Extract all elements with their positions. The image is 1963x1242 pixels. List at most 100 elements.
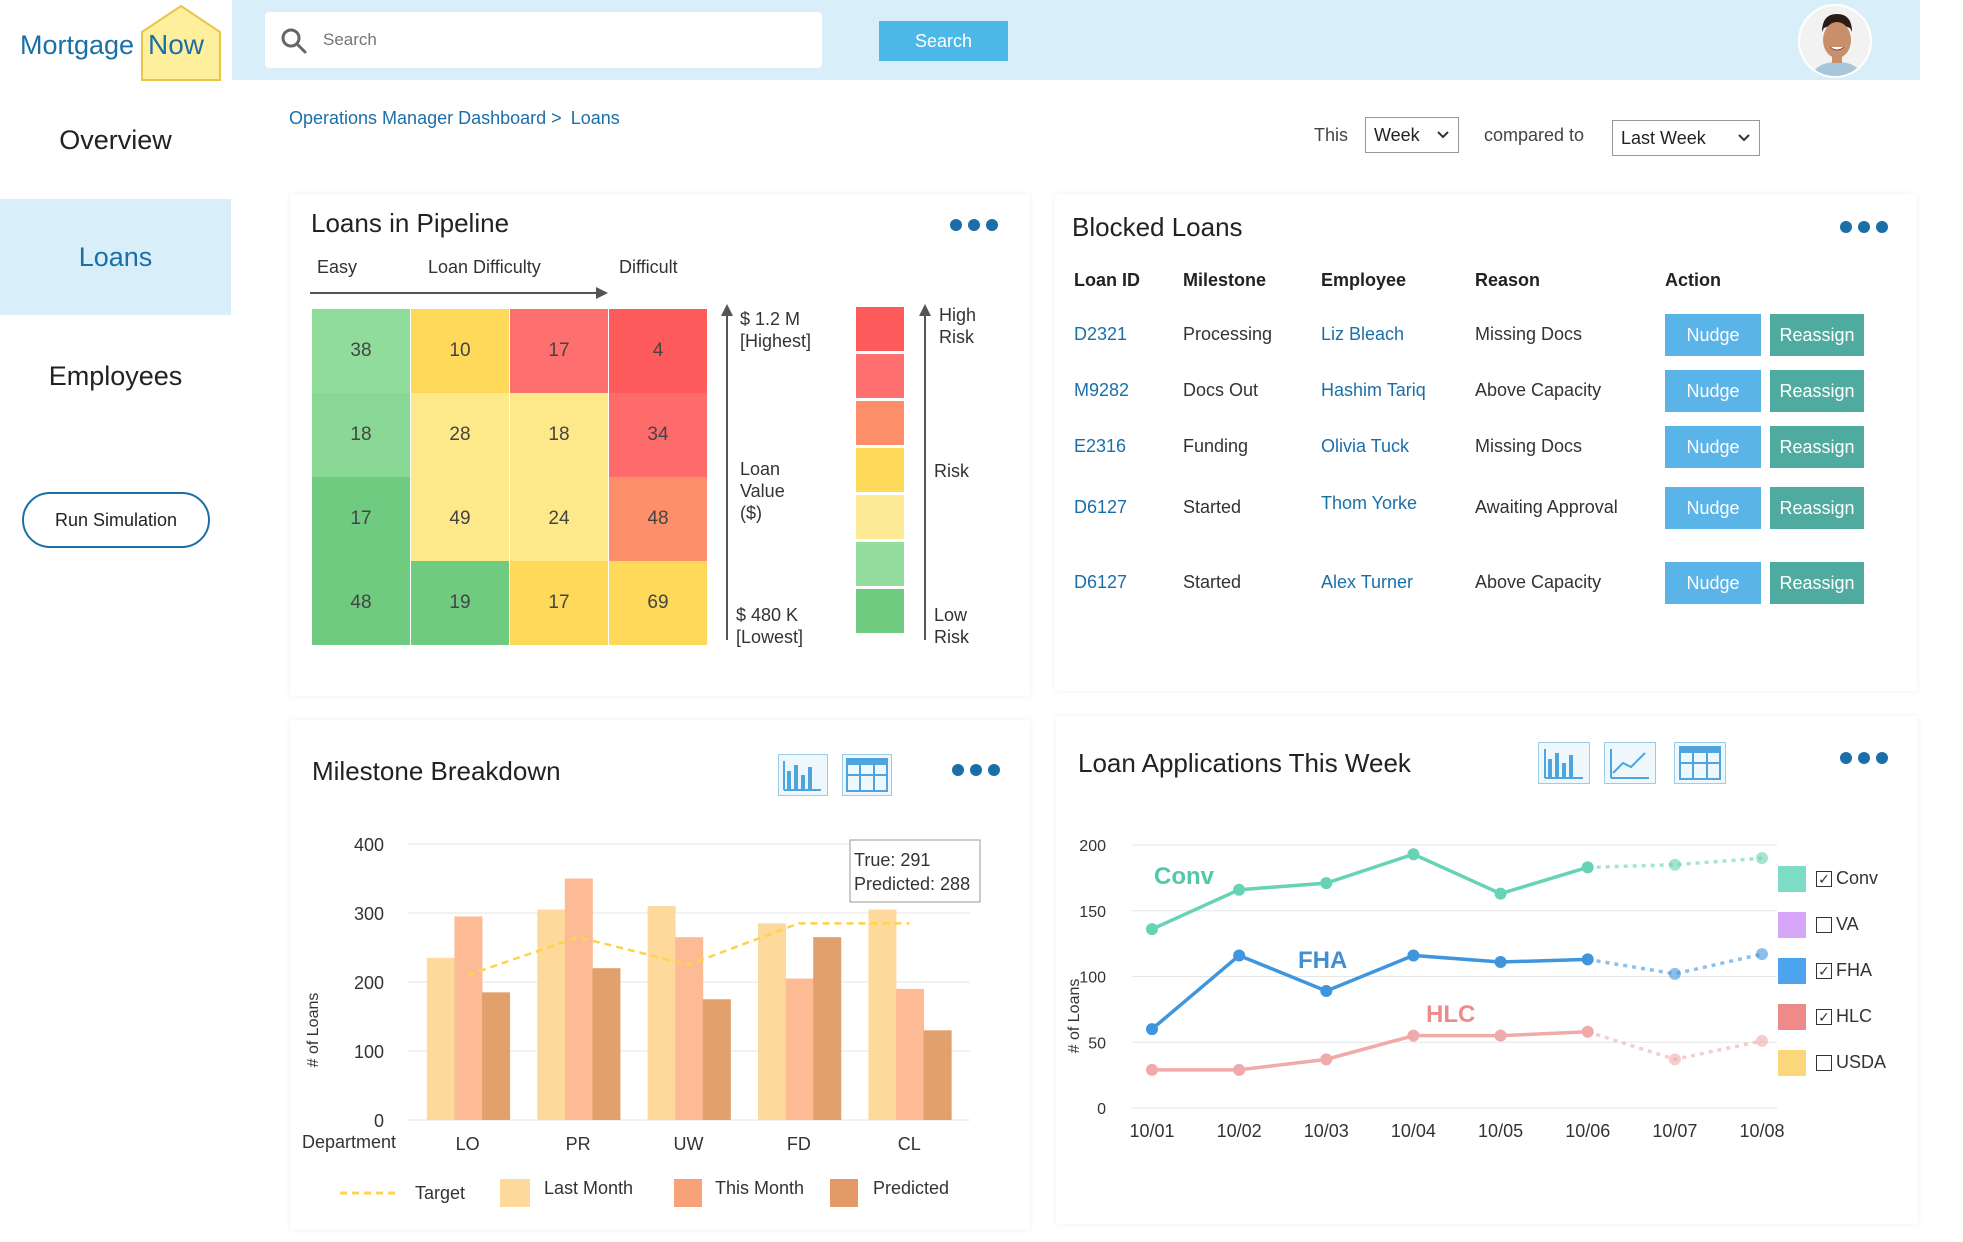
nudge-button[interactable]: Nudge xyxy=(1665,562,1761,604)
employee-link[interactable]: Alex Turner xyxy=(1321,572,1414,592)
bar-this-month xyxy=(564,878,593,1120)
milestone-cell: Processing xyxy=(1183,324,1273,344)
employee-link[interactable]: Hashim Tariq xyxy=(1321,380,1426,400)
heatmap-cell[interactable]: 17 xyxy=(312,477,410,561)
x-tick-label: 10/03 xyxy=(1304,1121,1349,1141)
legend-checkbox[interactable]: ✓ xyxy=(1816,871,1832,887)
period-select[interactable]: Week xyxy=(1365,117,1459,153)
bar-chart-view-button[interactable] xyxy=(778,754,828,796)
risk-high-line1: High xyxy=(939,305,977,325)
y-tick-label: 0 xyxy=(374,1111,384,1131)
x-tick-label: 10/07 xyxy=(1652,1121,1697,1141)
loan-id-link[interactable]: D2321 xyxy=(1074,324,1128,344)
period-select-value: Week xyxy=(1374,124,1420,145)
sidebar-item-employees[interactable]: Employees xyxy=(0,318,231,434)
legend-checkbox[interactable]: ✓ xyxy=(1816,963,1832,979)
nudge-button[interactable]: Nudge xyxy=(1665,426,1761,468)
loan-id-link[interactable]: E2316 xyxy=(1074,436,1127,456)
fha-forecast-line xyxy=(1587,952,1763,976)
legend-last-month-swatch xyxy=(500,1179,530,1207)
column-header: Loan ID xyxy=(1074,270,1140,290)
hlc-series-label: HLC xyxy=(1426,1001,1475,1028)
heatmap-cell[interactable]: 34 xyxy=(609,393,707,477)
run-simulation-button[interactable]: Run Simulation xyxy=(22,492,210,548)
hlc-point xyxy=(1407,1029,1420,1042)
table-view-button[interactable] xyxy=(842,754,892,796)
table-view-button[interactable] xyxy=(1674,742,1726,784)
hlc-point xyxy=(1320,1053,1333,1066)
heatmap-cell[interactable]: 48 xyxy=(609,477,707,561)
conv-forecast-line xyxy=(1587,856,1763,870)
hlc-point xyxy=(1756,1034,1768,1047)
y-tick-label: 400 xyxy=(354,835,384,855)
reassign-button[interactable]: Reassign xyxy=(1770,426,1864,468)
sidebar: Mortgage Now Overview Loans Employees Ru… xyxy=(0,0,231,1172)
heatmap-cell[interactable]: 69 xyxy=(609,561,707,645)
employee-link[interactable]: Thom Yorke xyxy=(1321,493,1418,513)
search-box[interactable] xyxy=(265,12,822,68)
tooltip-true-value: True: 291 xyxy=(854,850,930,870)
legend-checkbox[interactable] xyxy=(1816,917,1832,933)
hlc-point xyxy=(1146,1063,1158,1076)
hlc-line xyxy=(1152,1029,1588,1072)
heatmap-cell[interactable]: 4 xyxy=(609,309,707,393)
bar-this-month xyxy=(785,978,814,1120)
employee-link[interactable]: Olivia Tuck xyxy=(1321,436,1410,456)
x-tick-label: FD xyxy=(787,1134,811,1154)
reason-cell: Above Capacity xyxy=(1475,572,1602,592)
milestone-title: Milestone Breakdown xyxy=(312,756,561,786)
fha-point xyxy=(1668,967,1681,980)
legend-swatch xyxy=(1778,958,1806,984)
reassign-button[interactable]: Reassign xyxy=(1770,487,1864,529)
value-high-note: [Highest] xyxy=(740,331,812,351)
heatmap-cell[interactable]: 18 xyxy=(510,393,608,477)
brand-logo[interactable]: Mortgage Now xyxy=(20,4,221,81)
nudge-button[interactable]: Nudge xyxy=(1665,370,1761,412)
heatmap-cell[interactable]: 38 xyxy=(312,309,410,393)
employee-link[interactable]: Liz Bleach xyxy=(1321,324,1405,344)
heatmap-cell[interactable]: 18 xyxy=(312,393,410,477)
y-axis-label: # of Loans xyxy=(305,993,322,1068)
legend-predicted-label: Predicted xyxy=(873,1178,949,1198)
nudge-button[interactable]: Nudge xyxy=(1665,487,1761,529)
nudge-button[interactable]: Nudge xyxy=(1665,314,1761,356)
heatmap-cell[interactable]: 17 xyxy=(510,561,608,645)
sidebar-item-overview[interactable]: Overview xyxy=(0,82,231,198)
search-input[interactable] xyxy=(323,26,803,54)
line-chart-view-button[interactable] xyxy=(1604,742,1656,784)
avatar[interactable] xyxy=(1798,4,1872,78)
heatmap-cell[interactable]: 28 xyxy=(411,393,509,477)
sidebar-item-loans[interactable]: Loans xyxy=(0,199,231,315)
heatmap-cell[interactable]: 48 xyxy=(312,561,410,645)
heatmap-cell[interactable]: 10 xyxy=(411,309,509,393)
tooltip-box xyxy=(849,839,981,903)
more-options-icon[interactable] xyxy=(950,219,998,231)
risk-scale-swatch xyxy=(856,401,904,445)
reassign-button[interactable]: Reassign xyxy=(1770,562,1864,604)
legend-checkbox[interactable] xyxy=(1816,1055,1832,1071)
search-button[interactable]: Search xyxy=(879,21,1008,61)
heatmap-cell[interactable]: 17 xyxy=(510,309,608,393)
breadcrumb-parent-link[interactable]: Operations Manager Dashboard > xyxy=(289,108,562,128)
reassign-button[interactable]: Reassign xyxy=(1770,314,1864,356)
loan-id-link[interactable]: D6127 xyxy=(1074,497,1128,517)
bar-predicted xyxy=(482,992,511,1120)
loan-id-link[interactable]: D6127 xyxy=(1074,572,1128,592)
heatmap-cell[interactable]: 24 xyxy=(510,477,608,561)
bar-chart-view-button[interactable] xyxy=(1538,742,1590,784)
value-title-line3: ($) xyxy=(740,503,762,523)
more-options-icon[interactable] xyxy=(1840,752,1888,764)
reassign-button[interactable]: Reassign xyxy=(1770,370,1864,412)
breadcrumb-current[interactable]: Loans xyxy=(570,108,620,128)
compare-select[interactable]: Last Week xyxy=(1612,120,1760,156)
more-options-icon[interactable] xyxy=(952,764,1000,776)
loan-id-link[interactable]: M9282 xyxy=(1074,380,1130,400)
difficulty-easy-label: Easy xyxy=(317,257,358,277)
more-options-icon[interactable] xyxy=(1840,221,1888,233)
tooltip-predicted-value: Predicted: 288 xyxy=(854,874,970,894)
heatmap-cell[interactable]: 19 xyxy=(411,561,509,645)
bar-last-month xyxy=(537,909,566,1120)
risk-mid-label: Risk xyxy=(934,461,969,481)
heatmap-cell[interactable]: 49 xyxy=(411,477,509,561)
legend-checkbox[interactable]: ✓ xyxy=(1816,1009,1832,1025)
